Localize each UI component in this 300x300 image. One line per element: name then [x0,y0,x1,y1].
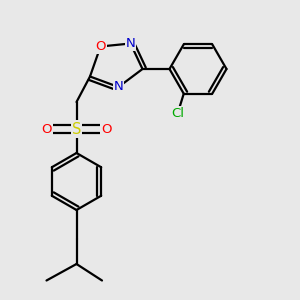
Text: N: N [126,37,135,50]
Text: O: O [41,122,52,136]
Text: N: N [114,80,123,94]
Text: S: S [72,122,81,136]
Text: O: O [95,40,106,53]
Text: Cl: Cl [171,107,184,120]
Text: O: O [101,122,112,136]
